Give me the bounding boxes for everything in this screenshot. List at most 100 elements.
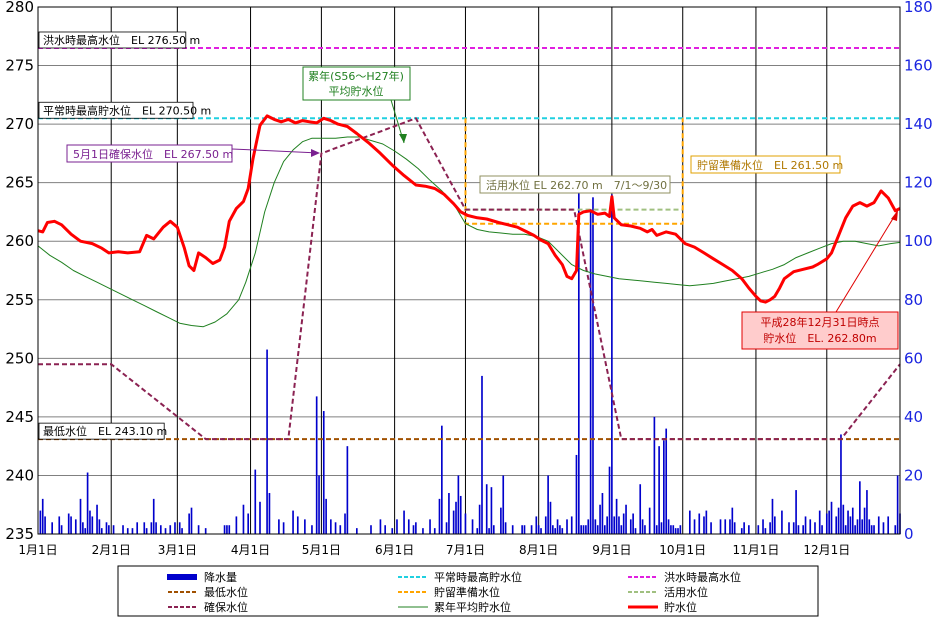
rainfall-bar: [315, 396, 318, 534]
rainfall-bar: [455, 501, 457, 534]
rainfall-bar: [854, 525, 856, 534]
rainfall-bar: [188, 513, 190, 534]
rainfall-bar: [825, 513, 828, 534]
rainfall-bar: [814, 522, 816, 534]
rainfall-bar: [603, 525, 606, 534]
rainfall-bar: [476, 528, 479, 534]
rainfall-bar: [802, 525, 804, 534]
y-right-tick-label: 80: [904, 291, 923, 309]
rainfall-bar: [719, 519, 722, 534]
rainfall-bar: [851, 507, 854, 534]
rainfall-bar: [490, 487, 493, 534]
y-right-tick-label: 0: [904, 525, 914, 543]
x-tick-label: 7月1日: [446, 543, 485, 557]
rainfall-bar: [866, 490, 868, 534]
rainfall-bar: [665, 428, 668, 534]
series-lines: [37, 114, 901, 441]
rainfall-bar: [136, 522, 139, 534]
rainfall-bar: [41, 498, 44, 534]
rainfall-bar: [223, 525, 226, 534]
rainfall-bar: [334, 522, 337, 534]
rainfall-bar: [422, 528, 424, 534]
rainfall-bar: [740, 528, 743, 534]
rainfall-bar: [599, 504, 601, 534]
rainfall-bar: [660, 522, 663, 534]
y-right-tick-label: 140: [904, 115, 933, 133]
rainfall-bar: [91, 516, 94, 534]
rainfall-bar: [86, 472, 89, 534]
y-right-tick-label: 40: [904, 408, 923, 426]
rainfall-bar: [544, 516, 547, 534]
annotation-may: 5月1日確保水位 EL 267.50 m: [66, 144, 320, 163]
rainfall-bar: [729, 519, 731, 534]
rainfall-bar: [441, 425, 443, 534]
y-right-tick-label: 100: [904, 232, 933, 250]
x-tick-label: 10月1日: [659, 543, 706, 557]
rainfall-bar: [403, 510, 405, 534]
annotation-end-line2: 貯水位 EL. 262.80m: [763, 331, 876, 345]
rainfall-bar: [415, 522, 417, 534]
rainfall-bars: [39, 185, 901, 535]
rainfall-bar: [585, 525, 587, 534]
rainfall-bar: [797, 525, 800, 534]
reference-lines: 洪水時最高水位 EL 276.50 m 平常時最高貯水位 EL 270.50 m 最…: [38, 31, 900, 441]
ref-label-box-normal: [38, 101, 194, 119]
rainfall-bar: [580, 525, 583, 534]
rainfall-bar: [748, 525, 750, 534]
series-line-3: [464, 118, 684, 225]
y-left-tick-label: 275: [5, 57, 34, 75]
rainfall-bar: [178, 522, 181, 534]
annotation-end: 平成28年12月31日時点 貯水位 EL. 262.80m: [741, 210, 899, 350]
rainfall-bar: [452, 510, 455, 534]
y-right-tick-label: 120: [904, 174, 933, 192]
rainfall-bar: [809, 519, 812, 534]
legend-label: 洪水時最高水位: [664, 570, 741, 584]
rainfall-bar: [601, 493, 604, 534]
rainfall-bar: [322, 411, 325, 534]
rainfall-bar: [594, 519, 597, 534]
rainfall-bar: [296, 516, 299, 534]
rainfall-bar: [492, 525, 495, 534]
y-left-tick-label: 260: [5, 232, 34, 250]
rainfall-bar: [556, 519, 559, 534]
rainfall-bar: [818, 510, 821, 534]
rainfall-bar: [561, 528, 564, 534]
rainfall-bar: [478, 504, 481, 534]
rainfall-bar: [502, 475, 505, 534]
rainfall-bar: [830, 501, 833, 534]
rainfall-bar: [863, 507, 866, 534]
rainfall-bar: [67, 513, 70, 534]
rainfall-bar: [641, 519, 644, 534]
y-left-tick-label: 250: [5, 349, 34, 367]
rainfall-bar: [266, 349, 268, 534]
y-left-tick-label: 240: [5, 466, 34, 484]
rainfall-bar: [370, 525, 372, 534]
ref-label-normal: 平常時最高貯水位 EL 270.50 m: [43, 103, 211, 117]
rainfall-bar: [570, 516, 573, 534]
rainfall-bar: [724, 519, 727, 534]
legend-swatch: [167, 574, 197, 580]
rainfall-bar: [849, 516, 852, 534]
rainfall-bar: [235, 516, 238, 534]
rainfall-bar: [577, 185, 580, 534]
legend-label: 貯留準備水位: [434, 585, 500, 599]
rainfall-bar: [870, 525, 873, 534]
rainfall-bar: [292, 510, 294, 534]
rainfall-bar: [445, 522, 448, 534]
rainfall-bar: [620, 525, 623, 534]
series-line-1: [37, 136, 901, 328]
ref-label-flood: 洪水時最高水位 EL 276.50 m: [43, 33, 200, 47]
legend-label: 平常時最高貯水位: [434, 570, 522, 584]
rainfall-bar: [622, 513, 625, 534]
rainfall-bar: [344, 513, 346, 534]
rainfall-bar: [226, 525, 228, 534]
x-tick-label: 2月1日: [92, 543, 131, 557]
rainfall-bar: [464, 513, 467, 534]
rainfall-bar: [58, 516, 61, 534]
rainfall-bar: [771, 498, 774, 534]
rainfall-bar: [847, 510, 849, 534]
x-tick-label: 3月1日: [158, 543, 197, 557]
annotation-active: 活用水位 EL 262.70 m 7/1～9/30: [479, 175, 671, 194]
rainfall-bar: [247, 513, 250, 534]
